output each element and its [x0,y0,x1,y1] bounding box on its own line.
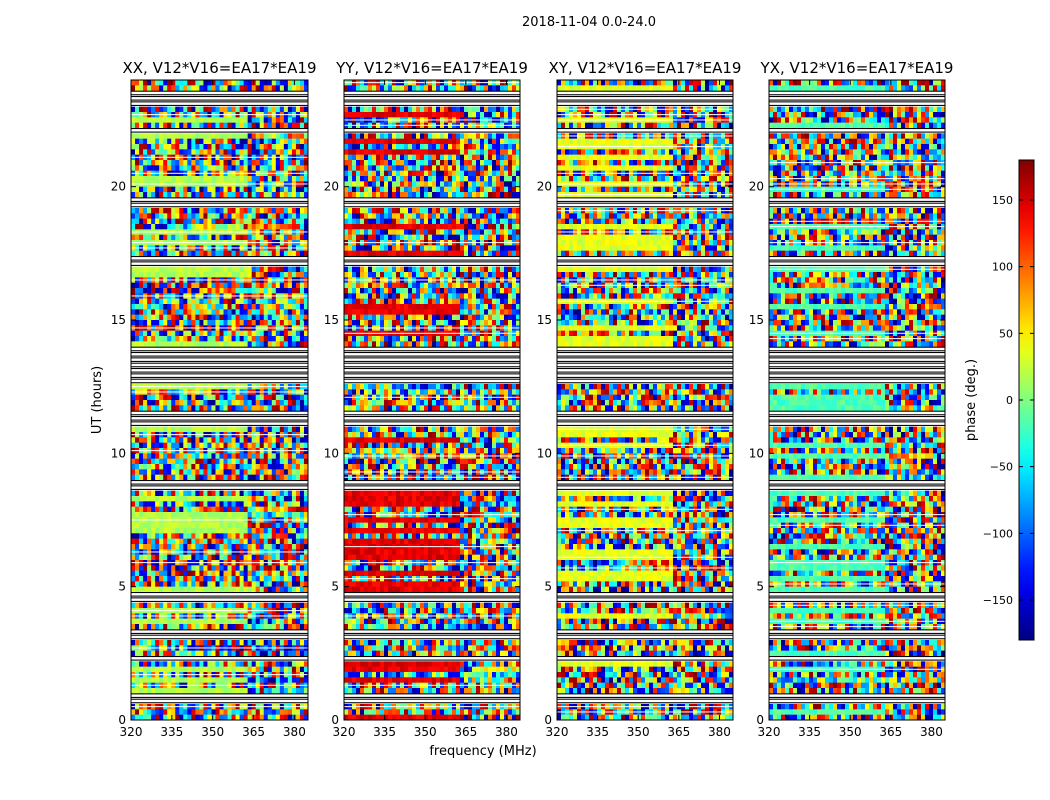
x-tick-label: 365 [879,725,902,739]
y-tick-label: 15 [537,313,552,327]
y-tick-label: 20 [537,180,552,194]
y-tick-label: 5 [544,580,552,594]
colorbar-tick-label: 50 [999,327,1013,340]
y-tick-label: 20 [749,180,764,194]
panels: XX, V12*V16=EA17*EA19 320 335 350 365 380 0 5 10… [111,59,954,739]
x-tick-label: 380 [495,725,518,739]
panel-2: XY, V12*V16=EA17*EA19 320 335 350 365 380 0 5 10… [537,59,742,739]
colorbar-tick-label: −150 [983,594,1013,607]
panel-title: XY, V12*V16=EA17*EA19 [549,59,742,77]
x-tick-label: 365 [454,725,477,739]
heatmap-1 [344,80,520,720]
x-tick-label: 380 [708,725,731,739]
y-tick-label: 0 [331,713,339,727]
colorbar-tick-label: 150 [992,194,1013,207]
x-tick-label: 380 [920,725,943,739]
y-tick-label: 5 [331,580,339,594]
x-tick-label: 335 [373,725,396,739]
y-tick-label: 15 [749,313,764,327]
colorbar-tick-label: −100 [983,527,1013,540]
x-tick-label: 320 [546,725,569,739]
panel-title: YY, V12*V16=EA17*EA19 [335,59,528,77]
y-tick-label: 15 [324,313,339,327]
axes-frame-0 [130,79,309,721]
y-tick-label: 10 [749,446,764,460]
panel-title: XX, V12*V16=EA17*EA19 [122,59,316,77]
x-tick-label: 320 [120,725,143,739]
heatmap-3 [769,80,945,720]
panel-0: XX, V12*V16=EA17*EA19 320 335 350 365 380 0 5 10… [111,59,317,739]
colorbar-label: phase (deg.) [964,359,979,441]
axes-frame-2 [556,79,734,721]
x-tick-label: 365 [242,725,265,739]
y-tick-label: 10 [324,446,339,460]
x-tick-label: 350 [414,725,437,739]
figure-suptitle: 2018-11-04 0.0-24.0 [522,15,656,30]
x-tick-label: 350 [627,725,650,739]
x-tick-label: 350 [839,725,862,739]
x-tick-label: 335 [586,725,609,739]
x-tick-label: 335 [160,725,183,739]
y-tick-label: 0 [118,713,126,727]
x-axis-label: frequency (MHz) [429,744,536,759]
x-tick-label: 320 [758,725,781,739]
panel-title: YX, V12*V16=EA17*EA19 [760,59,954,77]
colorbar-tick-label: −50 [990,461,1013,474]
y-tick-label: 20 [111,180,126,194]
colorbar: 150 100 50 0 −50 −100 −150 [983,159,1035,641]
y-tick-label: 10 [111,446,126,460]
x-tick-label: 320 [333,725,356,739]
axes-frame-3 [768,79,946,721]
x-tick-label: 350 [201,725,224,739]
heatmap-2 [557,80,733,720]
x-tick-label: 365 [667,725,690,739]
y-tick-label: 0 [544,713,552,727]
axes-frame-1 [343,79,521,721]
y-tick-label: 20 [324,180,339,194]
y-tick-label: 10 [537,446,552,460]
heatmap-0 [131,80,308,720]
y-tick-label: 15 [111,313,126,327]
colorbar-tick-label: 100 [992,261,1013,274]
x-tick-label: 335 [798,725,821,739]
panel-3: YX, V12*V16=EA17*EA19 320 335 350 365 380 0 5 10… [749,59,954,739]
y-tick-label: 5 [118,580,126,594]
panel-1: YY, V12*V16=EA17*EA19 320 335 350 365 380 0 5 10… [324,59,528,739]
colorbar-tick-label: 0 [1006,394,1013,407]
y-axis-label: UT (hours) [90,366,105,434]
y-tick-label: 0 [756,713,764,727]
y-tick-label: 5 [756,580,764,594]
x-tick-label: 380 [283,725,306,739]
